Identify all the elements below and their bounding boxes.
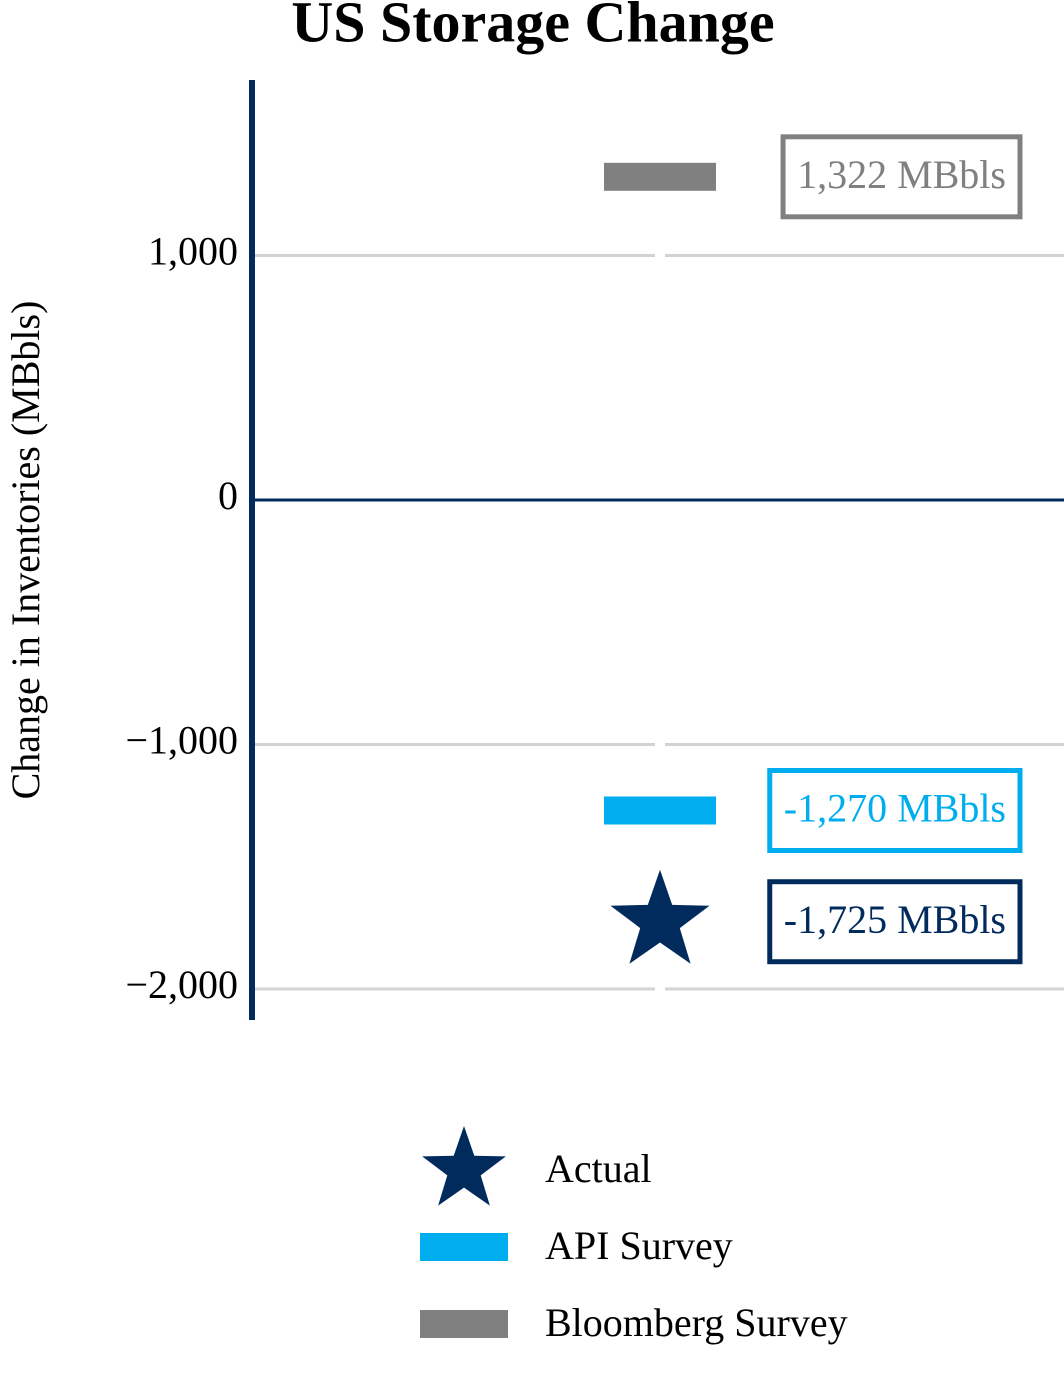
y-tick-label: 0 bbox=[218, 473, 238, 518]
value-label-box bbox=[780, 134, 1023, 220]
y-axis-label: Change in Inventories (MBbls) bbox=[3, 301, 48, 800]
star-marker bbox=[610, 869, 710, 964]
legend-marker bbox=[420, 1310, 508, 1338]
legend-marker bbox=[422, 1126, 506, 1206]
chart-title: US Storage Change bbox=[291, 0, 774, 54]
legend-label: Bloomberg Survey bbox=[545, 1300, 848, 1345]
y-tick-label: −1,000 bbox=[125, 718, 238, 763]
value-label: 1,322 MBbls bbox=[797, 152, 1006, 197]
legend-label: Actual bbox=[545, 1146, 652, 1191]
y-tick-label: 1,000 bbox=[148, 229, 238, 274]
value-label: -1,725 MBbls bbox=[784, 897, 1006, 942]
dash-marker bbox=[604, 796, 716, 825]
value-label-box bbox=[767, 879, 1023, 965]
legend-label: API Survey bbox=[545, 1223, 733, 1268]
value-label: -1,270 MBbls bbox=[784, 786, 1006, 831]
dash-marker bbox=[604, 162, 716, 191]
legend-marker bbox=[420, 1233, 508, 1261]
value-label-box bbox=[767, 767, 1023, 853]
y-tick-label: −2,000 bbox=[125, 962, 238, 1007]
